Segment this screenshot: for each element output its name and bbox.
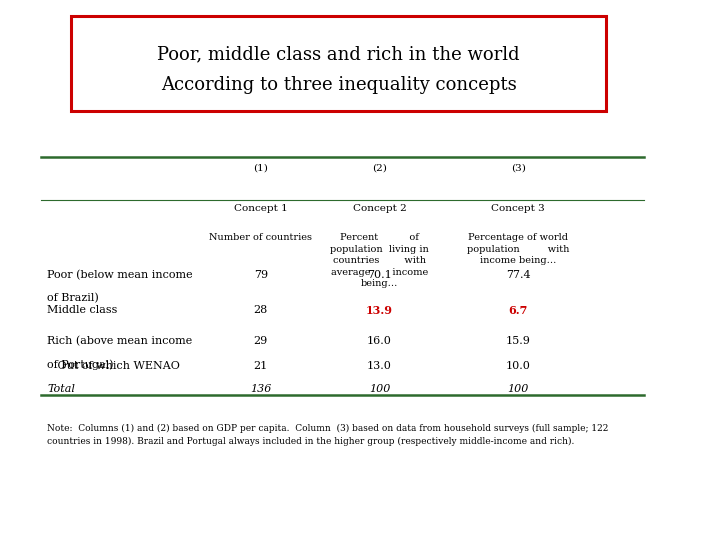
Text: of Brazil): of Brazil) <box>48 293 99 303</box>
Text: 29: 29 <box>253 336 268 346</box>
Text: Middle class: Middle class <box>48 305 118 315</box>
Text: 28: 28 <box>253 305 268 315</box>
Text: 13.0: 13.0 <box>367 361 392 371</box>
Text: Out of which WENAO: Out of which WENAO <box>48 361 180 371</box>
Text: Percent          of
population  living in
countries        with
average       in: Percent of population living in countrie… <box>330 233 429 288</box>
Text: Concept 3: Concept 3 <box>492 204 545 213</box>
Text: 15.9: 15.9 <box>506 336 531 346</box>
Text: of Portugal): of Portugal) <box>48 359 114 370</box>
Text: 6.7: 6.7 <box>508 305 528 316</box>
Text: (1): (1) <box>253 163 269 172</box>
Text: 77.4: 77.4 <box>506 270 531 280</box>
Text: 21: 21 <box>253 361 268 371</box>
Text: 79: 79 <box>254 270 268 280</box>
Text: 13.9: 13.9 <box>366 305 393 316</box>
Text: 100: 100 <box>508 384 529 395</box>
Text: Percentage of world
population         with
income being…: Percentage of world population with inco… <box>467 233 570 265</box>
Text: (2): (2) <box>372 163 387 172</box>
Text: 100: 100 <box>369 384 390 395</box>
Text: Number of countries: Number of countries <box>210 233 312 242</box>
Text: Poor (below mean income: Poor (below mean income <box>48 270 193 280</box>
Text: (3): (3) <box>511 163 526 172</box>
Text: 70.1: 70.1 <box>367 270 392 280</box>
Text: 10.0: 10.0 <box>506 361 531 371</box>
Text: 136: 136 <box>250 384 271 395</box>
Text: Rich (above mean income: Rich (above mean income <box>48 336 193 346</box>
Text: Concept 2: Concept 2 <box>353 204 406 213</box>
Text: 16.0: 16.0 <box>367 336 392 346</box>
Text: Note:  Columns (1) and (2) based on GDP per capita.  Column  (3) based on data f: Note: Columns (1) and (2) based on GDP p… <box>48 424 609 446</box>
Text: According to three inequality concepts: According to three inequality concepts <box>161 76 517 94</box>
Text: Concept 1: Concept 1 <box>234 204 288 213</box>
FancyBboxPatch shape <box>71 16 606 111</box>
Text: Poor, middle class and rich in the world: Poor, middle class and rich in the world <box>158 45 520 63</box>
Text: Total: Total <box>48 384 76 395</box>
